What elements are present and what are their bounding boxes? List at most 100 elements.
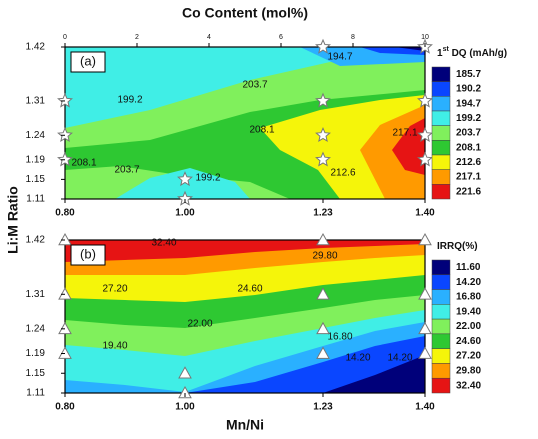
x-axis-title: Mn/Ni — [226, 417, 264, 433]
colorbar-swatch — [431, 154, 451, 170]
colorbar-label: 185.7 — [456, 69, 481, 80]
x2-tick-label: 0 — [63, 34, 67, 41]
colorbar-label: 32.40 — [456, 380, 481, 391]
sample-point — [418, 346, 432, 359]
contour-label: 199.2 — [117, 95, 142, 106]
x-tick-label: 0.80 — [55, 208, 75, 219]
sample-point — [57, 92, 73, 108]
contour-label: 27.20 — [102, 284, 127, 295]
colorbar-label: 203.7 — [456, 128, 481, 139]
sample-point — [58, 321, 72, 335]
contour-fill — [395, 47, 425, 51]
plot-frame — [64, 239, 426, 394]
contour-label: 208.1 — [249, 125, 274, 136]
panel-label-box — [70, 244, 106, 266]
colorbar-label: 194.7 — [456, 98, 481, 109]
sample-point — [315, 127, 331, 142]
sample-point — [58, 346, 72, 359]
sample-point — [418, 232, 432, 246]
contour-label: 212.6 — [330, 168, 355, 179]
sample-point — [315, 151, 331, 167]
contour-label: 29.80 — [312, 251, 337, 262]
sample-point — [177, 171, 193, 187]
contour-label: 194.7 — [327, 52, 352, 63]
y-tick-label: 1.15 — [26, 174, 46, 185]
y-tick-label: 1.19 — [26, 348, 46, 359]
colorbar-swatch — [431, 125, 451, 141]
x-tick-label: 1.40 — [415, 208, 435, 219]
x-tick-label: 1.23 — [313, 208, 333, 219]
contour-fill — [65, 240, 425, 262]
contour-label: 24.60 — [237, 284, 262, 295]
x-tick-label: 1.23 — [313, 402, 333, 413]
x-tick-label: 1.40 — [415, 402, 435, 413]
contour-plot — [65, 240, 425, 393]
y-axis-title: Li:M Ratio — [5, 186, 21, 254]
colorbar-swatch — [431, 274, 451, 290]
colorbar-label: 212.6 — [456, 157, 481, 168]
colorbar-swatch — [431, 110, 451, 126]
colorbar-title-part: st — [443, 46, 450, 53]
colorbar-label: 208.1 — [456, 142, 481, 153]
colorbar-label: 16.80 — [456, 292, 481, 303]
colorbar-swatch — [431, 333, 451, 349]
sample-point — [418, 287, 432, 300]
colorbar-label: 11.60 — [456, 262, 481, 273]
colorbar-swatch — [431, 348, 451, 364]
sample-point — [178, 385, 192, 399]
colorbar-label: 190.2 — [456, 84, 481, 95]
y-tick-label: 1.31 — [26, 96, 46, 107]
colorbar-swatch — [431, 96, 451, 112]
y-tick-label: 1.24 — [26, 130, 46, 141]
colorbar-swatch — [431, 377, 451, 394]
colorbar-swatch — [431, 304, 451, 320]
colorbar-swatch — [431, 81, 451, 97]
x2-tick-label: 8 — [351, 34, 355, 41]
x2-tick-label: 6 — [279, 34, 283, 41]
x2-tick-label: 10 — [421, 34, 429, 41]
contour-plot — [65, 47, 425, 199]
colorbar-label: 19.40 — [456, 306, 481, 317]
x-tick-label: 0.80 — [55, 402, 75, 413]
contour-label: 14.20 — [387, 353, 412, 364]
x-tick-label: 1.00 — [175, 208, 195, 219]
colorbar-label: 199.2 — [456, 113, 481, 124]
contour-label: 14.20 — [345, 353, 370, 364]
contour-label: 16.80 — [327, 332, 352, 343]
colorbar-swatch — [431, 140, 451, 156]
colorbar-label: 221.6 — [456, 186, 481, 197]
sample-point — [58, 287, 72, 300]
colorbar-swatch — [431, 169, 451, 185]
colorbar-swatch — [431, 66, 451, 82]
sample-point — [315, 38, 331, 54]
colorbar-title-part: DQ (mAh/g) — [449, 48, 507, 59]
sample-point — [417, 92, 433, 108]
plot-frame — [64, 46, 426, 200]
sample-point — [57, 127, 73, 142]
sample-point — [316, 346, 330, 359]
sample-point — [316, 287, 330, 300]
top-axis-title: Co Content (mol%) — [182, 5, 308, 21]
y-tick-label: 1.11 — [26, 194, 45, 205]
contour-label: 203.7 — [242, 80, 267, 91]
sample-point — [58, 232, 72, 246]
colorbar-swatch — [431, 363, 451, 379]
contour-label: 208.1 — [71, 158, 96, 169]
y-tick-label: 1.11 — [26, 388, 45, 399]
colorbar-title: 1st DQ (mAh/g) — [437, 46, 507, 59]
colorbar-swatch — [431, 184, 451, 200]
sample-point — [417, 127, 433, 142]
contour-label: 199.2 — [195, 173, 220, 184]
x2-tick-label: 4 — [207, 34, 211, 41]
colorbar-swatch — [431, 318, 451, 335]
colorbar-label: 24.60 — [456, 336, 481, 347]
panel-label-box — [70, 51, 106, 73]
sample-point — [57, 151, 73, 167]
colorbar-label: 14.20 — [456, 277, 481, 288]
sample-point — [316, 232, 330, 246]
x2-tick-label: 2 — [135, 34, 139, 41]
y-tick-label: 1.15 — [26, 368, 46, 379]
contour-label: 19.40 — [102, 341, 127, 352]
contour-fill — [360, 47, 425, 55]
